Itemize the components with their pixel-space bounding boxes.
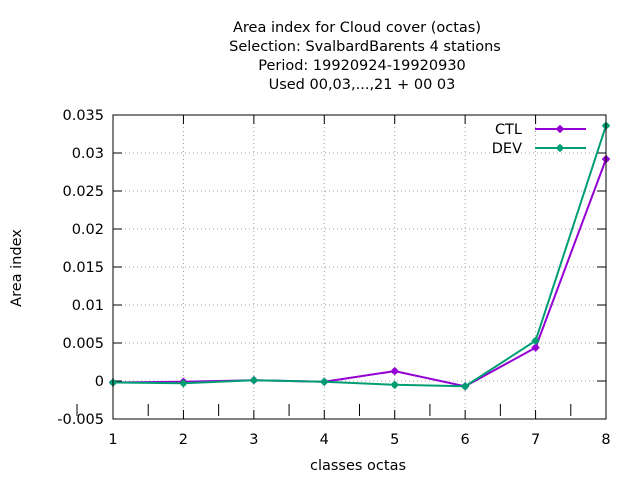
y-axis-label: Area index	[9, 229, 25, 307]
data-point	[320, 377, 329, 386]
x-tick-label: 4	[320, 432, 329, 448]
grid	[113, 115, 606, 419]
data-point	[390, 367, 399, 376]
legend-label: DEV	[492, 141, 522, 157]
y-tick-label: 0.025	[62, 184, 104, 200]
x-tick-label: 5	[390, 432, 399, 448]
data-point	[461, 382, 470, 391]
title-line-4: Used 00,03,...,21 + 00 03	[269, 77, 456, 93]
title-line-2: Selection: SvalbardBarents 4 stations	[229, 39, 501, 55]
y-tick-label: 0.015	[62, 260, 104, 276]
y-tick-label: 0.01	[72, 298, 104, 314]
legend-marker	[556, 125, 564, 133]
x-tick-label: 6	[461, 432, 470, 448]
y-tick-label: 0.035	[62, 108, 104, 124]
chart-title: Area index for Cloud cover (octas) Selec…	[229, 20, 501, 93]
data-point	[531, 343, 540, 352]
data-point	[531, 336, 540, 345]
data-point	[179, 379, 188, 388]
axis-ticks: -0.005 0 0.005 0.01 0.015 0.02 0.025 0.03 0.035 1…	[57, 108, 610, 448]
x-tick-label: 1	[108, 432, 117, 448]
series-line-dev	[112, 125, 607, 388]
x-tick-label: 3	[249, 432, 258, 448]
series-ctl	[109, 155, 610, 391]
x-axis-label: classes octas	[310, 458, 406, 474]
title-line-3: Period: 19920924-19920930	[258, 58, 466, 74]
x-tick-label: 7	[531, 432, 540, 448]
data-point	[249, 376, 258, 385]
title-line-1: Area index for Cloud cover (octas)	[233, 20, 481, 36]
legend-marker	[556, 144, 564, 152]
y-tick-label: -0.005	[57, 412, 104, 428]
data-point	[390, 380, 399, 389]
y-tick-label: 0	[95, 374, 104, 390]
x-tick-label: 8	[601, 432, 610, 448]
legend-label: CTL	[495, 122, 522, 138]
series	[109, 121, 610, 391]
y-tick-label: 0.005	[62, 336, 104, 352]
series-line-ctl	[112, 158, 607, 388]
x-tick-label: 2	[179, 432, 188, 448]
plot-frame	[112, 114, 607, 420]
legend: CTL DEV	[492, 122, 586, 157]
y-tick-label: 0.02	[72, 222, 104, 238]
y-tick-label: 0.03	[72, 146, 104, 162]
